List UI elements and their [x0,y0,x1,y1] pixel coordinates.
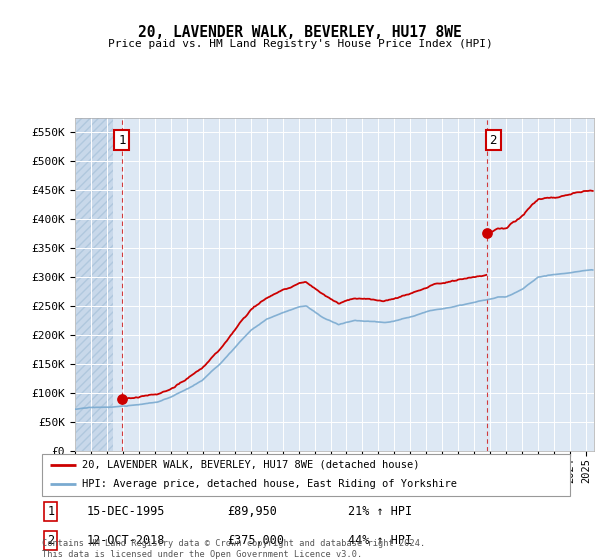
Point [482,229,491,238]
Text: £89,950: £89,950 [227,505,277,518]
Text: Contains HM Land Registry data © Crown copyright and database right 2024.
This d: Contains HM Land Registry data © Crown c… [42,539,425,559]
Text: 2: 2 [47,534,55,547]
Text: 1: 1 [47,505,55,518]
Text: 12-OCT-2018: 12-OCT-2018 [87,534,165,547]
Text: 20, LAVENDER WALK, BEVERLEY, HU17 8WE: 20, LAVENDER WALK, BEVERLEY, HU17 8WE [138,25,462,40]
Text: HPI: Average price, detached house, East Riding of Yorkshire: HPI: Average price, detached house, East… [82,479,457,489]
Text: 21% ↑ HPI: 21% ↑ HPI [348,505,412,518]
Point [118,394,127,403]
Text: 44% ↑ HPI: 44% ↑ HPI [348,534,412,547]
Bar [75,118,113,451]
Text: 1: 1 [118,134,126,147]
Text: £375,000: £375,000 [227,534,284,547]
Text: 2: 2 [489,134,497,147]
Text: 15-DEC-1995: 15-DEC-1995 [87,505,165,518]
Text: Price paid vs. HM Land Registry's House Price Index (HPI): Price paid vs. HM Land Registry's House … [107,39,493,49]
Text: 20, LAVENDER WALK, BEVERLEY, HU17 8WE (detached house): 20, LAVENDER WALK, BEVERLEY, HU17 8WE (d… [82,460,419,470]
